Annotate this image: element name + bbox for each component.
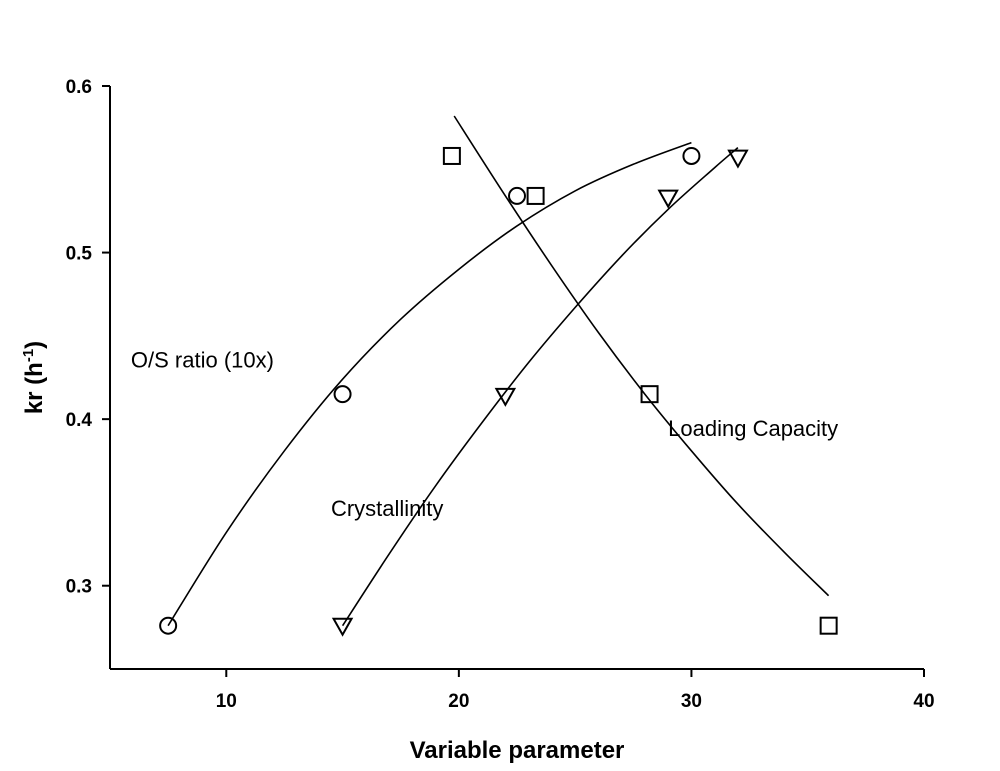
x-tick-label: 30 — [681, 691, 702, 712]
annotation-label: Crystallinity — [331, 496, 443, 521]
y-axis-title-end: ) — [21, 341, 48, 349]
square-marker — [640, 385, 659, 404]
circle-marker — [508, 186, 526, 205]
fit-curve-series-0 — [167, 141, 692, 627]
square-marker — [442, 146, 461, 165]
triangle-marker — [331, 617, 354, 637]
x-tick-label: 20 — [448, 691, 469, 712]
annotation-label: O/S ratio (10x) — [131, 348, 274, 373]
triangle-marker — [727, 149, 749, 169]
y-axis-title: kr (h-1) — [20, 341, 48, 414]
fit-curve-series-1 — [341, 147, 739, 627]
fit-curves — [167, 115, 830, 627]
triangle-marker — [494, 387, 517, 407]
x-tick-label: 40 — [913, 691, 934, 712]
circle-marker — [682, 146, 701, 165]
square-marker — [526, 186, 545, 205]
ticks: 10 20 30 40 0.3 0.4 0.5 0.6 — [66, 77, 935, 712]
y-tick-label: 0.5 — [66, 244, 93, 265]
triangle-marker — [657, 189, 679, 209]
square-marker — [819, 616, 838, 635]
fit-curve-series-2 — [453, 115, 830, 597]
y-tick-label: 0.3 — [66, 577, 92, 598]
plot-area: 10 20 30 40 0.3 0.4 0.5 0.6 O/S ratio (10x) Crys… — [66, 77, 935, 712]
circle-marker — [159, 616, 178, 635]
annotation-label: Loading Capacity — [668, 416, 838, 441]
circle-marker — [333, 385, 352, 404]
x-tick-label: 10 — [216, 691, 237, 712]
x-axis-title: Variable parameter — [410, 737, 625, 764]
y-tick-label: 0.4 — [66, 410, 93, 431]
y-axis-title-main: kr (h — [21, 362, 48, 414]
annotations: O/S ratio (10x) Crystallinity Loading Capa… — [131, 348, 838, 521]
y-axis-title-superscript: -1 — [20, 349, 37, 362]
data-markers — [159, 146, 838, 637]
y-tick-label: 0.6 — [66, 77, 92, 98]
